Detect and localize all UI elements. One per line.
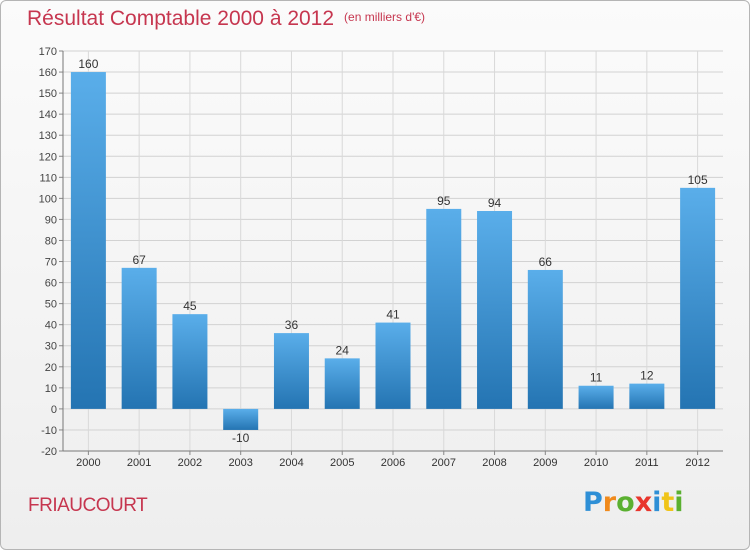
x-tick-label: 2004 xyxy=(279,457,303,469)
x-tick-label: 2001 xyxy=(127,457,151,469)
y-tick-label: 50 xyxy=(45,299,57,311)
x-tick-label: 2009 xyxy=(533,457,557,469)
logo-letter: o xyxy=(616,487,635,518)
y-tick-label: -20 xyxy=(41,446,57,458)
y-tick-label: 30 xyxy=(45,341,57,353)
data-label: 24 xyxy=(336,343,350,357)
data-label: 160 xyxy=(78,57,98,71)
x-tick-label: 2005 xyxy=(330,457,354,469)
logo-letter: t xyxy=(661,487,675,518)
bar xyxy=(680,187,716,409)
x-tick-label: 2002 xyxy=(178,457,202,469)
y-tick-label: 60 xyxy=(45,278,57,290)
bar xyxy=(324,358,360,409)
bar xyxy=(273,333,309,409)
logo-letter: x xyxy=(634,487,653,518)
y-tick-label: 40 xyxy=(45,320,57,332)
y-tick-label: 130 xyxy=(39,130,57,142)
y-tick-label: 110 xyxy=(39,172,57,184)
data-label: 94 xyxy=(488,196,502,210)
data-label: -10 xyxy=(232,431,250,445)
logo-letter: P xyxy=(583,487,603,518)
y-tick-label: 100 xyxy=(39,193,57,205)
y-tick-label: 70 xyxy=(45,257,57,269)
x-tick-label: 2007 xyxy=(432,457,456,469)
y-tick-label: 80 xyxy=(45,235,57,247)
y-tick-label: 90 xyxy=(45,214,57,226)
data-label: 36 xyxy=(285,318,299,332)
place-name: FRIAUCOURT xyxy=(28,495,148,516)
labels: 2000 160 2001 67 2002 45 2003 -10 2004 36 2005 24 20… xyxy=(76,57,710,469)
data-label: 11 xyxy=(590,371,603,385)
x-tick-label: 2012 xyxy=(685,457,709,469)
chart-title: Résultat Comptable 2000 à 2012 (en millie… xyxy=(27,7,425,31)
data-label: 66 xyxy=(539,255,553,269)
y-tick-label: 120 xyxy=(39,151,57,163)
bar xyxy=(578,385,614,409)
x-tick-label: 2008 xyxy=(482,457,506,469)
chart-unit: (en milliers d'€) xyxy=(344,10,426,24)
bar xyxy=(629,383,665,409)
bars xyxy=(70,72,716,430)
logo-letter: r xyxy=(602,487,617,518)
x-tick-label: 2010 xyxy=(584,457,608,469)
y-tick-label: -10 xyxy=(41,425,57,437)
chart-title-text: Résultat Comptable 2000 à 2012 xyxy=(27,7,335,30)
bar xyxy=(172,314,208,409)
data-label: 95 xyxy=(437,194,451,208)
bar xyxy=(527,269,563,409)
y-tick-label: 140 xyxy=(39,109,57,121)
x-tick-label: 2011 xyxy=(635,457,659,469)
x-tick-label: 2006 xyxy=(381,457,405,469)
y-tick-label: 160 xyxy=(39,67,57,79)
y-tick-label: 20 xyxy=(45,362,57,374)
y-tick-label: 0 xyxy=(51,404,57,416)
bar xyxy=(223,408,259,430)
bar xyxy=(70,72,106,409)
data-label: 67 xyxy=(132,253,146,267)
bar xyxy=(426,208,462,409)
y-tick-label: 170 xyxy=(39,46,57,58)
bar xyxy=(477,211,513,409)
axes: -20 -10 0 10 20 30 40 50 60 70 80 90 100 110 120 130 140… xyxy=(39,46,723,458)
y-tick-label: 10 xyxy=(45,383,57,395)
y-tick-label: 150 xyxy=(39,88,57,100)
data-label: 41 xyxy=(386,308,400,322)
x-tick-label: 2003 xyxy=(228,457,252,469)
data-label: 12 xyxy=(640,369,654,383)
logo-letter: i xyxy=(652,487,662,518)
data-label: 105 xyxy=(688,173,708,187)
gridlines xyxy=(63,50,723,452)
proxiti-logo: Proxiti xyxy=(583,487,684,518)
x-tick-label: 2000 xyxy=(76,457,100,469)
bar xyxy=(375,322,411,409)
bar xyxy=(121,267,157,409)
logo-letter: i xyxy=(674,487,684,518)
data-label: 45 xyxy=(183,299,197,313)
